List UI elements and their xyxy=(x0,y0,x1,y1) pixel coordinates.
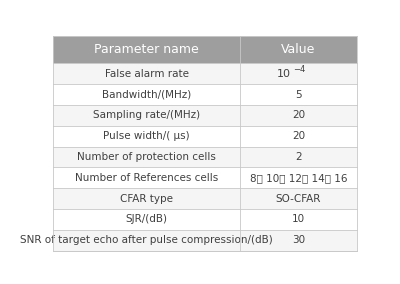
Text: 10: 10 xyxy=(292,214,305,224)
Bar xyxy=(53,126,357,147)
Bar xyxy=(53,167,357,188)
Text: 20: 20 xyxy=(292,131,305,141)
Bar xyxy=(53,84,357,105)
Bar xyxy=(53,63,357,84)
Bar xyxy=(53,209,357,230)
Text: SO-CFAR: SO-CFAR xyxy=(276,194,321,204)
Text: CFAR type: CFAR type xyxy=(120,194,173,204)
Bar xyxy=(53,230,357,250)
Text: 30: 30 xyxy=(292,235,305,245)
Bar xyxy=(53,147,357,167)
Text: −4: −4 xyxy=(293,65,305,74)
Bar xyxy=(53,36,357,63)
Text: Parameter name: Parameter name xyxy=(94,43,199,56)
Text: Value: Value xyxy=(281,43,316,56)
Bar xyxy=(53,188,357,209)
Text: Number of References cells: Number of References cells xyxy=(75,173,218,183)
Text: SNR of target echo after pulse compression/(dB): SNR of target echo after pulse compressi… xyxy=(20,235,273,245)
Text: False alarm rate: False alarm rate xyxy=(104,69,188,79)
Text: Sampling rate/(MHz): Sampling rate/(MHz) xyxy=(93,110,200,120)
Text: 20: 20 xyxy=(292,110,305,120)
Text: 5: 5 xyxy=(295,89,302,99)
Text: 8、 10、 12、 14、 16: 8、 10、 12、 14、 16 xyxy=(250,173,347,183)
Text: Bandwidth/(MHz): Bandwidth/(MHz) xyxy=(102,89,191,99)
Bar xyxy=(53,105,357,126)
Text: SJR/(dB): SJR/(dB) xyxy=(126,214,168,224)
Text: Pulse width/( μs): Pulse width/( μs) xyxy=(103,131,190,141)
Text: Number of protection cells: Number of protection cells xyxy=(77,152,216,162)
Text: 10: 10 xyxy=(277,69,291,79)
Text: 2: 2 xyxy=(295,152,302,162)
